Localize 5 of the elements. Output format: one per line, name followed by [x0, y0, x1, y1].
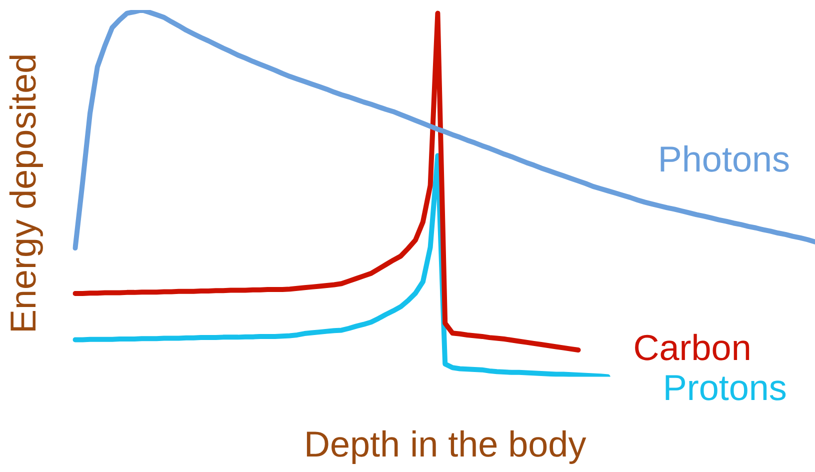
- series-label: Protons: [662, 366, 787, 408]
- series-label: Photons: [658, 138, 790, 180]
- y-axis-title: Energy deposited: [2, 53, 44, 334]
- series-label: Carbon: [633, 326, 752, 368]
- x-axis-title: Depth in the body: [304, 423, 586, 464]
